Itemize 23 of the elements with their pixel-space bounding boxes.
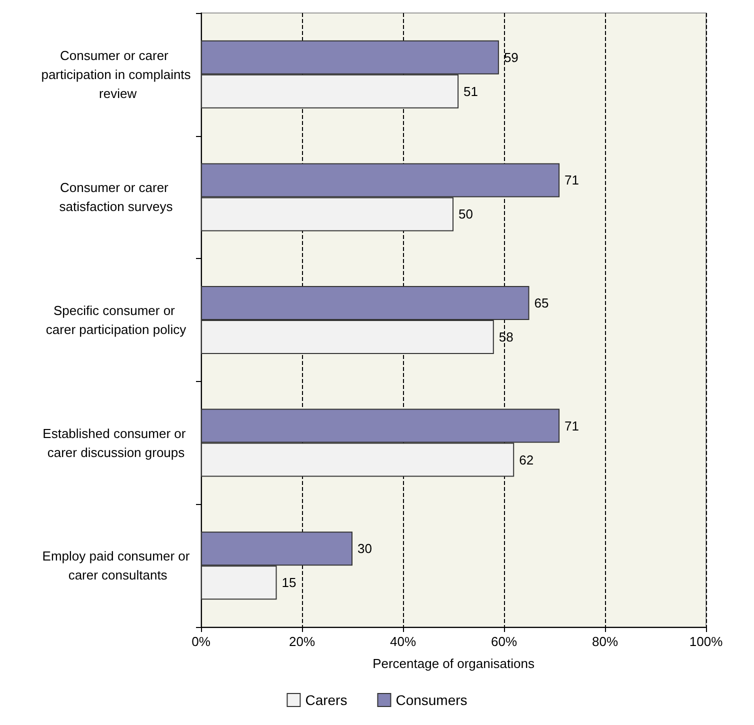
y-tick-label: Consumer or carer participation in complaints review xyxy=(41,48,192,101)
x-tick-label: 40% xyxy=(390,634,416,649)
y-tick-label: Employ paid consumer or carer consultants xyxy=(42,548,190,583)
data-label: 65 xyxy=(534,296,549,310)
data-label: 15 xyxy=(282,575,296,590)
data-label: 51 xyxy=(464,84,478,99)
x-tick-label: 0% xyxy=(192,634,211,649)
data-label: 59 xyxy=(504,50,518,65)
data-label: 50 xyxy=(458,206,473,222)
x-tick-label: 20% xyxy=(288,634,316,649)
data-label: 71 xyxy=(564,172,580,188)
legend-label: Carers xyxy=(305,692,348,708)
legend-label: Consumers xyxy=(396,692,468,708)
x-axis-title: Percentage of organisations xyxy=(372,656,535,671)
x-tick-label: 80% xyxy=(592,634,618,649)
x-tick-label: 60% xyxy=(490,634,518,649)
y-tick-label: Consumer or carer satisfaction surveys xyxy=(59,180,174,214)
y-tick-label: Established consumer or carer discussion groups xyxy=(42,426,190,460)
data-label: 62 xyxy=(519,452,534,468)
data-label: 71 xyxy=(564,418,580,434)
x-tick-label: 100% xyxy=(689,634,724,649)
y-tick-label: Specific consumer or carer participation policy xyxy=(46,303,187,337)
data-label: 30 xyxy=(358,541,372,556)
